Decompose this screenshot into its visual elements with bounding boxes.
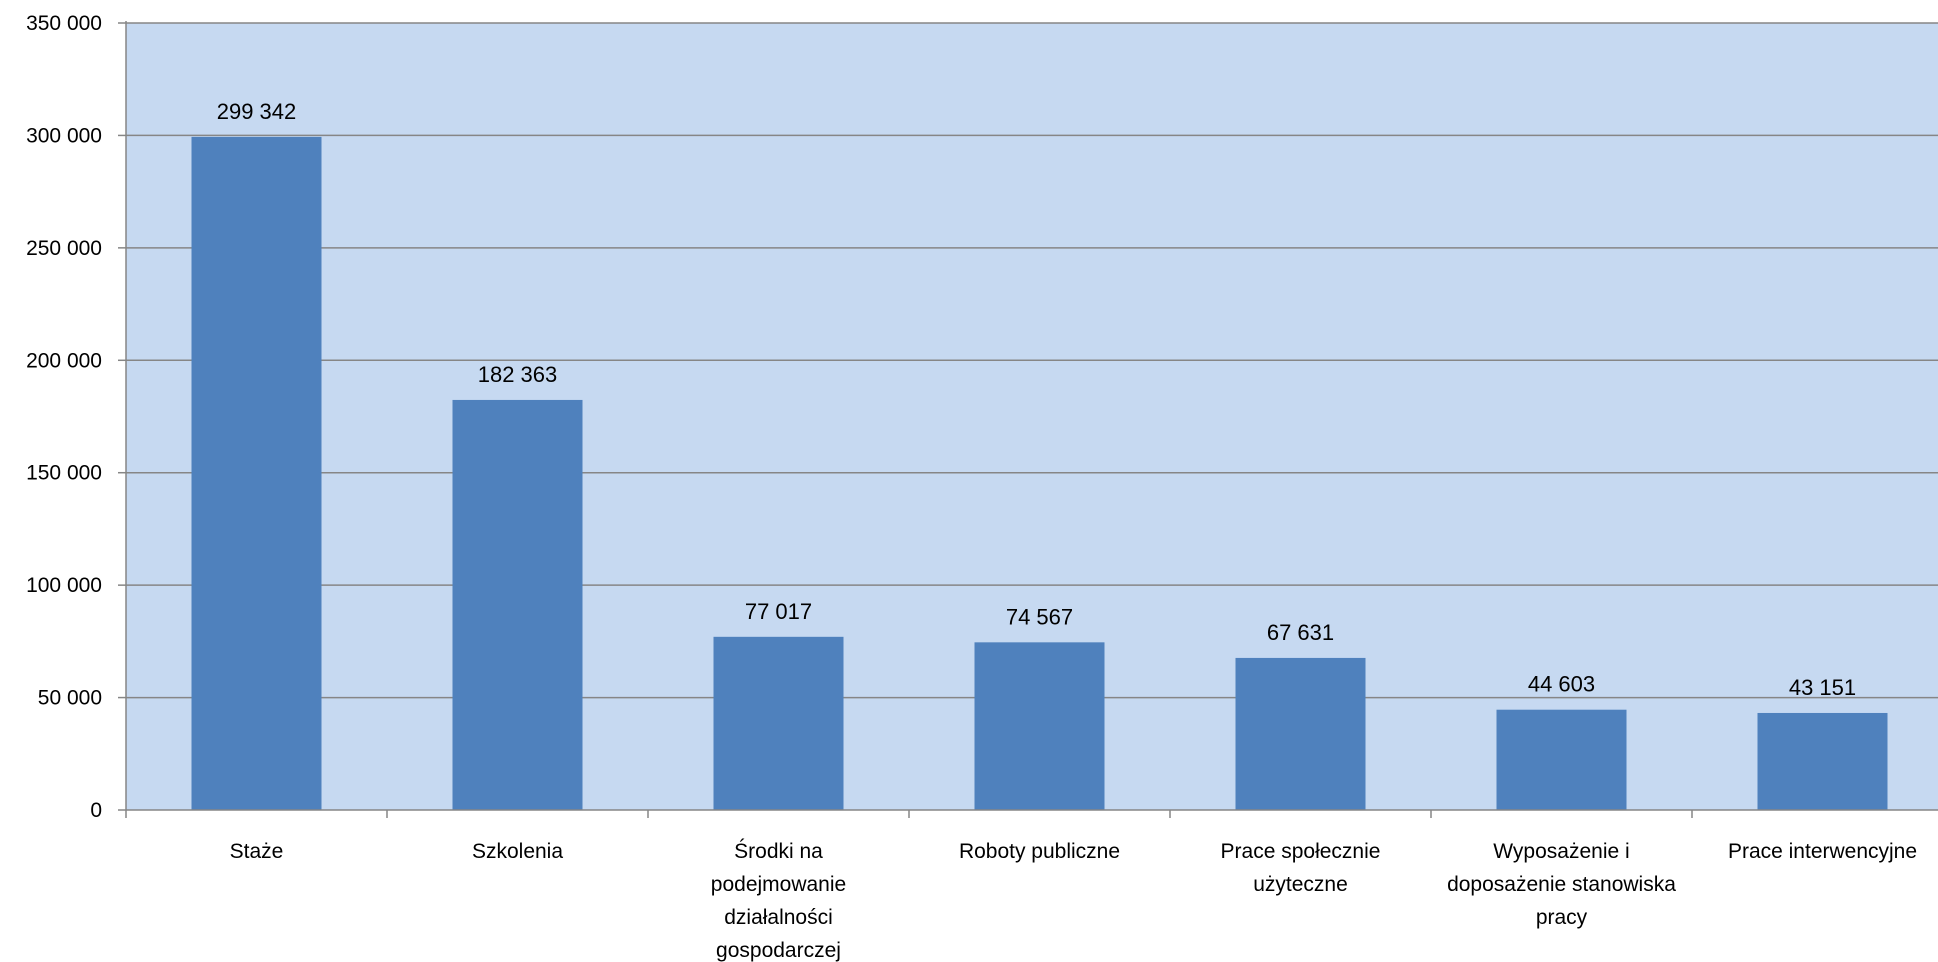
bar [1235,657,1366,810]
y-axis-ticks: 0 50 000 100 000 150 000 200 000 250 000 300 0… [26,12,126,822]
data-label: 67 631 [1267,620,1334,645]
data-label: 77 017 [745,599,812,624]
data-label: 44 603 [1528,672,1595,697]
bar [1496,709,1627,810]
x-tick-label: Wyposażenie i doposażenie stanowiska pracy [1447,840,1676,929]
x-tick-label: Prace społecznie użyteczne [1221,840,1381,896]
y-tick-label: 50 000 [38,687,102,710]
data-label: 74 567 [1006,604,1073,629]
y-tick-label: 300 000 [26,124,102,147]
y-tick-label: 350 000 [26,12,102,35]
x-axis-labels: Staże Szkolenia Środki na podejmowanie dział… [230,839,1917,962]
y-tick-label: 100 000 [26,574,102,597]
x-tick-label: Prace interwencyjne [1728,840,1917,863]
bars [191,136,1888,810]
y-tick-label: 0 [90,799,102,822]
data-label: 43 151 [1789,675,1856,700]
y-tick-label: 150 000 [26,462,102,485]
data-label: 182 363 [478,362,558,387]
gridlines [126,22,1938,699]
data-label: 299 342 [217,99,297,124]
bar [191,136,322,810]
y-tick-label: 200 000 [26,349,102,372]
bar [452,399,583,810]
x-tick-label: Roboty publiczne [959,840,1120,863]
x-tick-label: Środki na podejmowanie działalności gospoda… [711,839,846,962]
bar [1757,712,1888,810]
x-tick-label: Szkolenia [472,840,563,863]
data-labels: 299 342 182 363 77 017 74 567 67 631 44 603 43… [217,99,1856,700]
bar [713,636,844,810]
bar [974,642,1105,810]
y-tick-label: 250 000 [26,237,102,260]
axes [125,21,1938,818]
x-tick-label: Staże [230,840,284,863]
